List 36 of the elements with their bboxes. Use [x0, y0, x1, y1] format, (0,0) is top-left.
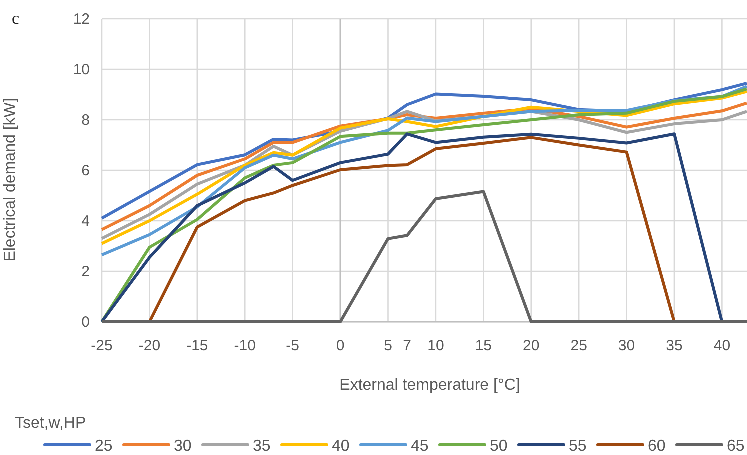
- x-tick-label: -25: [91, 338, 113, 355]
- y-tick-label: 6: [82, 162, 90, 180]
- legend-label: 40: [332, 438, 350, 455]
- x-tick-label: 20: [523, 338, 540, 355]
- legend-label: 65: [727, 438, 745, 455]
- legend-label: 30: [174, 438, 192, 455]
- x-axis-title: External temperature [°C]: [340, 377, 520, 394]
- x-tick-label: -15: [186, 338, 208, 355]
- legend-label: 60: [648, 438, 666, 455]
- y-tick-label: 2: [82, 263, 90, 280]
- legend-label: 55: [569, 438, 587, 455]
- text: c: [12, 9, 20, 28]
- x-tick-label: 35: [666, 338, 683, 355]
- legend-title: Tset,w,HP: [15, 415, 86, 432]
- x-tick-label: 40: [714, 338, 731, 355]
- y-tick-label: 0: [82, 314, 90, 331]
- x-tick-label: 7: [403, 338, 412, 355]
- x-tick-label: 15: [475, 338, 492, 355]
- y-tick-label: 8: [82, 112, 90, 129]
- legend-label: 35: [253, 438, 271, 455]
- y-tick-label: 12: [73, 10, 90, 28]
- legend-label: 45: [411, 438, 429, 455]
- x-tick-label: 5: [384, 338, 392, 355]
- y-tick-label: 10: [73, 61, 90, 78]
- legend-label: 50: [490, 438, 508, 455]
- y-axis-title: Electrical demand [kW]: [2, 98, 19, 262]
- line-series: [100, 190, 747, 324]
- x-tick-label: 0: [336, 338, 345, 355]
- x-tick-label: 30: [618, 338, 636, 355]
- x-tick-label: 25: [570, 338, 588, 355]
- x-tick-label: -5: [286, 338, 300, 355]
- x-tick-label: -10: [234, 338, 256, 355]
- x-tick-label: -20: [138, 338, 161, 355]
- x-tick-label: 10: [428, 338, 444, 355]
- y-tick-label: 4: [82, 212, 90, 230]
- legend-label: 25: [95, 438, 113, 455]
